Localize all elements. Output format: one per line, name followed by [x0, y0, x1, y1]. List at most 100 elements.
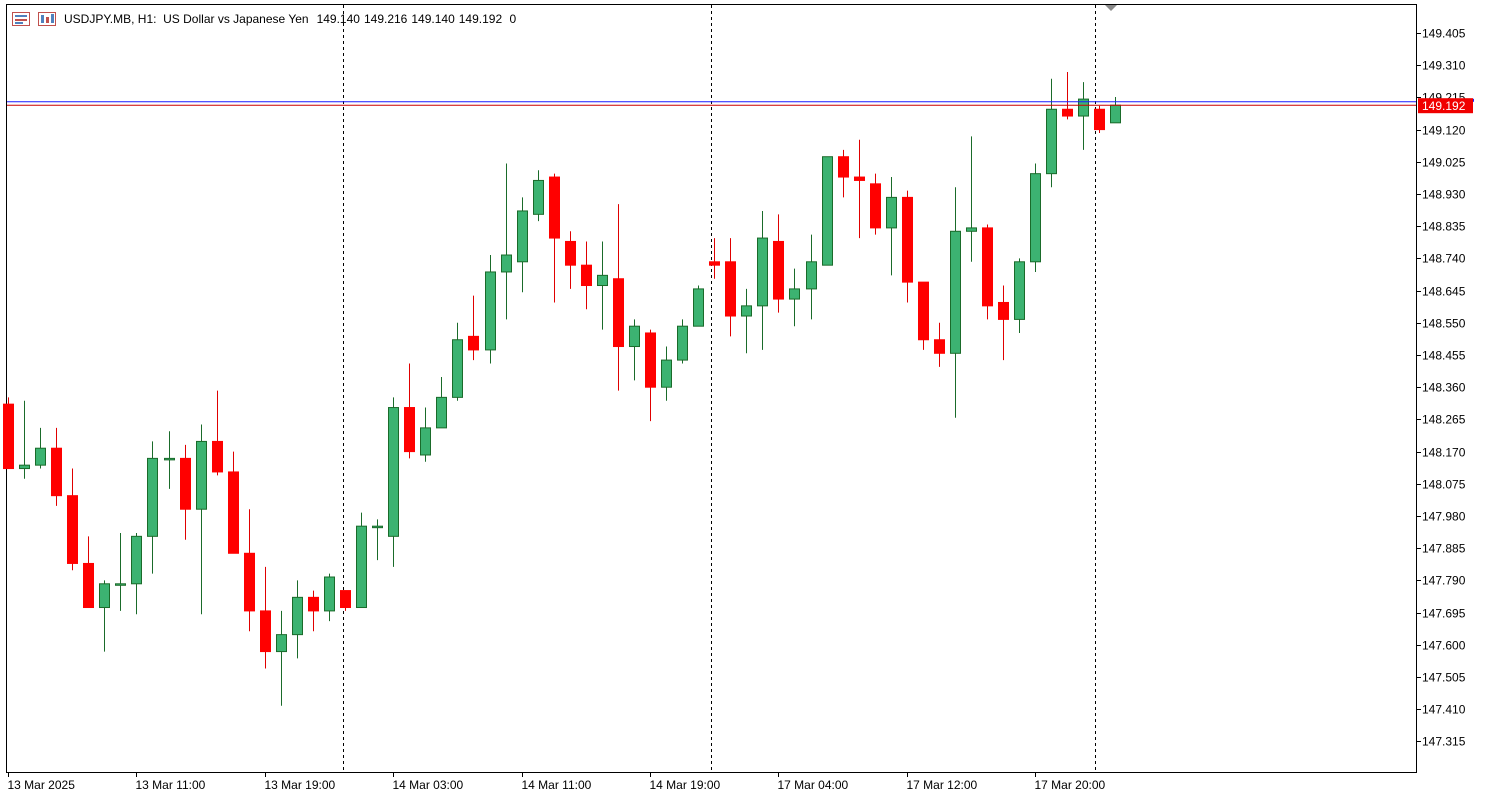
candle-body [854, 176, 865, 181]
candle-body [35, 447, 46, 466]
candle-body [597, 274, 608, 287]
bull-candle [485, 255, 496, 364]
bull-candle [164, 431, 175, 489]
bull-candle [950, 187, 961, 418]
candle-body [661, 359, 672, 388]
candle-body [3, 403, 14, 470]
bull-candle [388, 397, 399, 567]
candle-body [773, 240, 784, 300]
y-tick-label: 149.025 [1422, 156, 1466, 170]
bull-candle [517, 197, 528, 293]
one-click-trading-icon[interactable] [38, 12, 56, 26]
bull-candle [661, 346, 672, 401]
y-tick-label: 147.600 [1422, 639, 1466, 653]
price-tag-label: 149.192 [1422, 99, 1466, 113]
day-separators [343, 5, 1096, 772]
candle-body [308, 596, 319, 612]
bear-candle [998, 285, 1009, 361]
candle-body [1030, 173, 1041, 263]
y-tick-label: 149.405 [1422, 27, 1466, 41]
bull-candle [276, 610, 287, 706]
scroll-marker-icon[interactable] [1105, 5, 1117, 11]
candle-body [902, 196, 913, 283]
candle-body [404, 407, 415, 453]
open-value: 149.140 [316, 12, 360, 26]
candle-body [324, 576, 335, 612]
time-axis[interactable]: 13 Mar 2025 13 Mar 11:00 13 Mar 19:00 14 Ma… [8, 772, 1106, 792]
y-tick-label: 148.740 [1422, 252, 1466, 266]
bear-candle [854, 139, 865, 239]
candle-body [725, 261, 736, 317]
candle-body [806, 261, 817, 290]
x-tick-label: 17 Mar 04:00 [778, 778, 849, 792]
bull-candle [629, 319, 640, 381]
bear-candle [902, 190, 913, 303]
bull-candle [372, 519, 383, 561]
candle-body [677, 325, 688, 361]
bull-candle [886, 177, 897, 276]
candle-body [67, 495, 78, 564]
bull-candle [292, 580, 303, 659]
candle-body [693, 288, 704, 327]
candle-body [741, 305, 752, 317]
bear-candle [67, 468, 78, 571]
ohlc-readout: 149.140 149.216 149.140 149.192 0 [317, 12, 521, 26]
candle-body [982, 227, 993, 307]
bear-candle [1094, 105, 1105, 133]
bull-candle [356, 512, 367, 609]
candle-body [870, 183, 881, 229]
bull-candle [324, 573, 335, 622]
y-tick-label: 148.645 [1422, 285, 1466, 299]
chart-menu-icon[interactable] [12, 12, 30, 26]
x-tick-label: 17 Mar 12:00 [907, 778, 978, 792]
candlesticks [3, 71, 1121, 706]
candle-body [1014, 261, 1025, 320]
bull-candle [822, 156, 833, 266]
candle-body [83, 562, 94, 609]
candle-body [436, 396, 447, 429]
candle-body [918, 281, 929, 341]
bull-candle [115, 532, 126, 611]
volume-value: 0 [509, 12, 517, 26]
bear-candle [83, 536, 94, 609]
high-value: 149.216 [363, 12, 408, 26]
chart-header: USDJPY.MB, H1: US Dollar vs Japanese Yen… [12, 9, 520, 29]
candle-body [99, 583, 110, 609]
candle-body [19, 464, 30, 470]
candle-body [196, 440, 207, 510]
bear-candle [709, 238, 720, 279]
candle-body [709, 261, 720, 266]
y-tick-label: 148.170 [1422, 446, 1466, 460]
bear-candle [645, 329, 656, 422]
bear-candle [340, 590, 351, 611]
close-value: 149.192 [458, 12, 503, 26]
x-tick-label: 13 Mar 11:00 [136, 778, 206, 792]
bull-candle [533, 170, 544, 222]
x-tick-label: 14 Mar 19:00 [650, 778, 721, 792]
candle-body [372, 525, 383, 529]
bear-candle [549, 173, 560, 303]
x-tick-label: 14 Mar 03:00 [393, 778, 464, 792]
bull-candle [99, 580, 110, 652]
bull-candle [789, 268, 800, 327]
candle-body [517, 210, 528, 263]
bull-candle [1046, 78, 1057, 188]
bull-candle [757, 210, 768, 350]
bear-candle [51, 427, 62, 506]
candle-body [147, 457, 158, 537]
candle-body [934, 339, 945, 354]
bear-candle [613, 204, 624, 391]
candle-body [115, 583, 126, 586]
y-tick-label: 147.505 [1422, 671, 1466, 685]
bull-candle [1030, 163, 1041, 272]
bull-candle [966, 136, 977, 262]
bull-candle [1014, 258, 1025, 333]
price-axis[interactable]: 149.405149.310149.215149.120149.025148.9… [1416, 27, 1466, 749]
bull-candle [436, 377, 447, 429]
candle-body [1078, 98, 1089, 117]
candle-body [645, 332, 656, 388]
bull-candle [35, 427, 46, 469]
y-tick-label: 147.790 [1422, 574, 1466, 588]
bear-candle [918, 281, 929, 350]
